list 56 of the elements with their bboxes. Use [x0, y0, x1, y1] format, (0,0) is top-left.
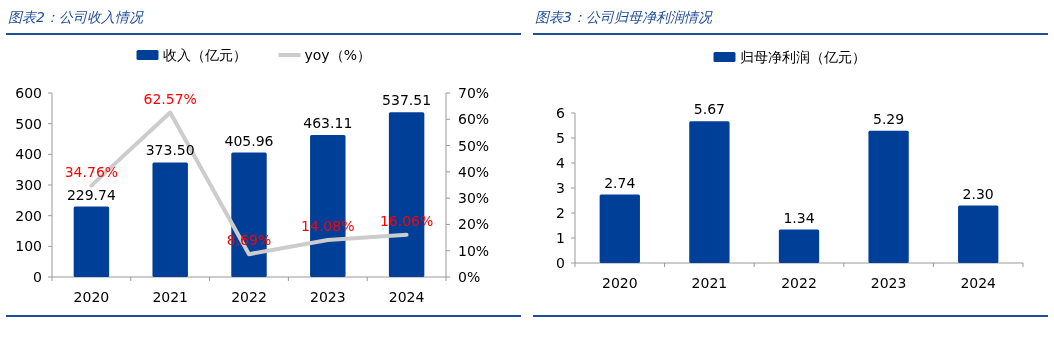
x-tick-label: 2024: [960, 275, 997, 291]
x-tick-label: 2023: [309, 289, 346, 305]
y-tick-label: 1: [556, 230, 565, 246]
data-label: 34.76%: [64, 163, 119, 180]
x-tick-label: 2024: [388, 289, 425, 305]
data-label: 537.51: [382, 92, 432, 109]
x-tick-label: 2023: [870, 275, 907, 291]
x-tick-label: 2022: [781, 275, 817, 291]
y2-tick-label: 10%: [458, 242, 490, 259]
bar: [152, 162, 188, 277]
y-tick-label: 600: [15, 85, 42, 101]
data-label: 463.11: [303, 114, 353, 131]
data-label: 405.96: [224, 132, 274, 149]
data-label: 2.30: [962, 185, 994, 202]
data-label: 373.50: [145, 142, 195, 159]
data-label: 5.67: [693, 101, 725, 118]
y-tick-label: 5: [556, 130, 565, 146]
data-label: 229.74: [66, 186, 116, 203]
x-tick-label: 2020: [73, 289, 110, 305]
y-tick-label: 0: [556, 255, 565, 271]
y-tick-label: 500: [15, 115, 42, 132]
y2-tick-label: 40%: [458, 163, 490, 180]
x-tick-label: 2020: [601, 275, 638, 291]
y2-tick-label: 60%: [458, 111, 490, 128]
data-label: 62.57%: [143, 90, 197, 107]
y-tick-label: 6: [556, 105, 566, 121]
legend-label: 归母净利润（亿元）: [739, 49, 866, 65]
bar: [778, 229, 820, 263]
y-tick-label: 0: [33, 269, 42, 285]
y-tick-label: 3: [556, 180, 565, 196]
x-tick-label: 2022: [231, 289, 267, 305]
x-tick-label: 2021: [691, 275, 728, 291]
y2-tick-label: 0%: [458, 269, 481, 285]
y-tick-label: 400: [15, 146, 42, 163]
y-tick-label: 4: [556, 155, 566, 171]
y-tick-label: 2: [556, 205, 565, 221]
bar: [599, 194, 640, 263]
x-tick-label: 2021: [152, 289, 189, 305]
bar: [958, 205, 999, 263]
y-tick-label: 300: [15, 177, 42, 193]
chart-title: 图表3：公司归母净利润情况: [535, 9, 713, 25]
bar: [689, 121, 730, 263]
y2-tick-label: 50%: [458, 137, 490, 154]
bar: [868, 130, 909, 263]
y2-tick-label: 70%: [458, 85, 490, 101]
y-tick-label: 100: [15, 238, 42, 255]
chart-title: 图表2：公司收入情况: [8, 9, 144, 25]
data-label: 5.29: [873, 110, 905, 127]
data-label: 2.74: [604, 174, 636, 191]
y-tick-label: 200: [15, 207, 42, 224]
bar: [73, 206, 110, 277]
y2-tick-label: 20%: [458, 216, 490, 233]
y2-tick-label: 30%: [458, 190, 490, 207]
data-label: 1.34: [783, 209, 815, 226]
legend-label: yoy（%）: [304, 47, 371, 63]
legend-label: 收入（亿元）: [162, 47, 247, 63]
